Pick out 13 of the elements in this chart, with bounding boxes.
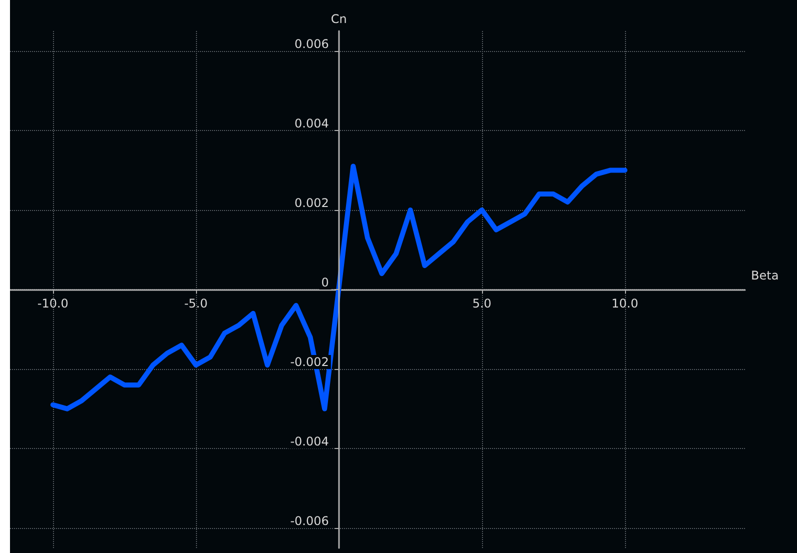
y-tick-label: -0.006: [290, 514, 329, 528]
x-axis-title: Beta: [751, 268, 779, 282]
y-tick-label: -0.002: [290, 355, 329, 370]
x-tick-label: -5.0: [184, 296, 208, 310]
y-tick-label: 0.006: [294, 36, 329, 51]
x-tick-label: 5.0: [472, 296, 492, 310]
y-tick-label: 0.004: [294, 116, 329, 130]
y-tick-label: -0.004: [290, 434, 329, 449]
y-axis-title: Cn: [330, 12, 347, 26]
y-tick-label: 0.002: [294, 196, 329, 210]
x-tick-label: -10.0: [37, 296, 68, 310]
y-tick-label: 0: [321, 276, 329, 290]
x-tick-label: 10.0: [612, 296, 638, 310]
